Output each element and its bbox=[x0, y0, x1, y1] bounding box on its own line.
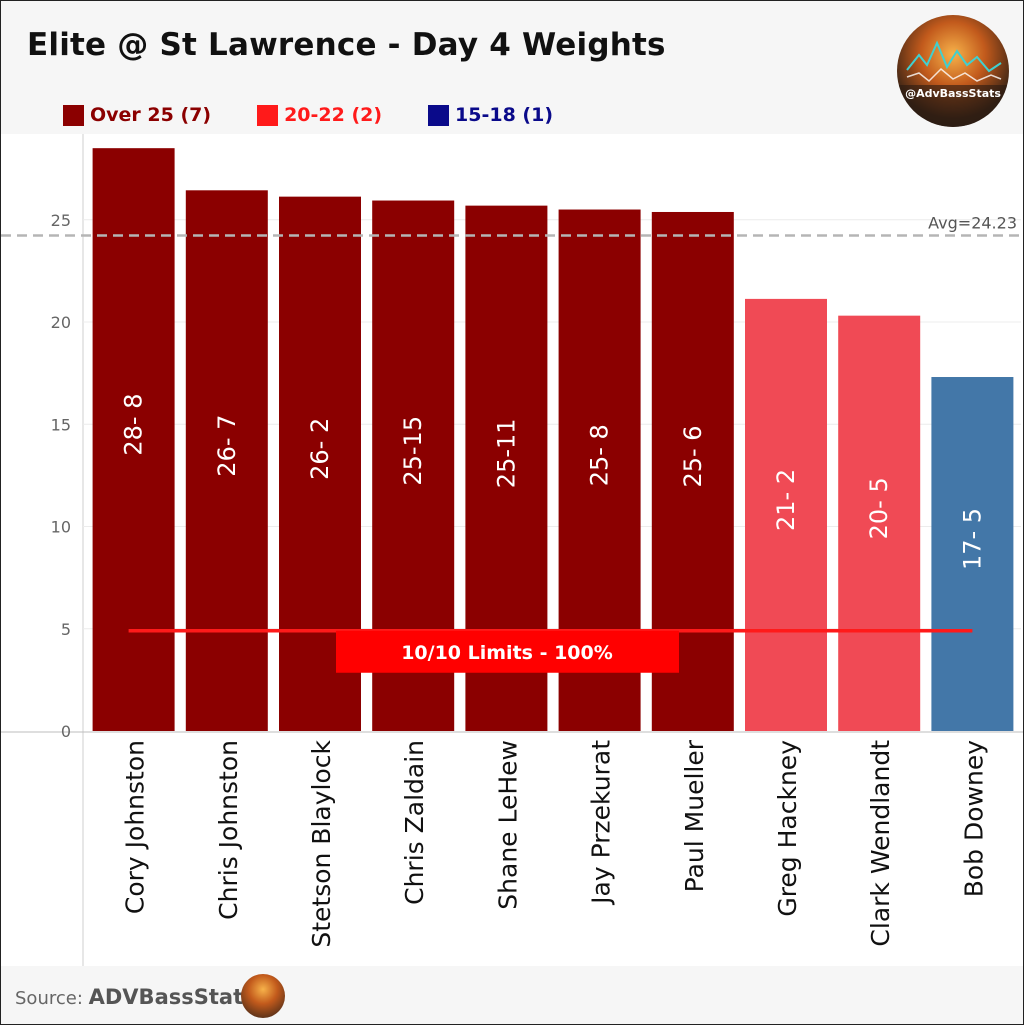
x-category-label: Cory Johnston bbox=[121, 740, 150, 914]
source-line: Source: ADVBassStats bbox=[15, 985, 256, 1009]
bar-value-label: 25-15 bbox=[399, 416, 427, 486]
legend-swatch bbox=[257, 104, 279, 126]
bar-value-label: 25-11 bbox=[492, 418, 520, 488]
average-label: Avg=24.23 bbox=[928, 213, 1017, 232]
bar-value-label: 26- 7 bbox=[213, 415, 241, 477]
logo-handle: @AdvBassStats bbox=[905, 87, 1001, 100]
logo-graphic-icon bbox=[897, 40, 1009, 127]
axis-label-area bbox=[1, 732, 1023, 966]
limits-label: 10/10 Limits - 100% bbox=[401, 642, 613, 664]
legend-item-15-18[interactable]: 15-18 (1) bbox=[428, 104, 553, 126]
legend-swatch bbox=[428, 104, 450, 126]
bar-value-label: 21- 2 bbox=[772, 469, 800, 531]
x-category-label: Bob Downey bbox=[959, 740, 988, 897]
x-category-label: Clark Wendlandt bbox=[866, 740, 895, 947]
x-category-label: Jay Przekurat bbox=[587, 740, 616, 906]
x-category-label: Paul Mueller bbox=[680, 739, 709, 892]
legend-label: 20-22 (2) bbox=[284, 104, 383, 126]
bar-value-label: 20- 5 bbox=[865, 477, 893, 539]
legend: Over 25 (7) 20-22 (2) 15-18 (1) bbox=[63, 104, 553, 126]
limits-box bbox=[336, 630, 679, 673]
bar-value-label: 26- 2 bbox=[306, 418, 334, 480]
bar bbox=[92, 148, 175, 732]
y-tick-label: 0 bbox=[61, 722, 71, 741]
bar-value-label: 28- 8 bbox=[120, 394, 148, 456]
bar bbox=[745, 298, 827, 731]
source-name: ADVBassStats bbox=[88, 985, 256, 1009]
chart-title: Elite @ St Lawrence - Day 4 Weights bbox=[27, 27, 666, 63]
bar bbox=[931, 377, 1014, 731]
x-category-label: Greg Hackney bbox=[773, 740, 802, 917]
legend-label: 15-18 (1) bbox=[455, 104, 553, 126]
bar-value-label: 25- 8 bbox=[586, 424, 614, 486]
bar-chart: 0 5 10 15 20 25 28- 8 Cory Johnston 26- 7 Chris J… bbox=[1, 134, 1023, 966]
legend-swatch bbox=[63, 104, 84, 126]
source-prefix: Source: bbox=[15, 988, 83, 1009]
x-category-label: Stetson Blaylock bbox=[307, 739, 336, 947]
bar-value-label: 17- 5 bbox=[958, 508, 986, 570]
bar bbox=[185, 190, 268, 731]
plot-area: 0 5 10 15 20 25 28- 8 Cory Johnston 26- 7 Chris J… bbox=[1, 134, 1023, 966]
x-category-label: Shane LeHew bbox=[493, 740, 522, 910]
y-tick-label: 20 bbox=[51, 313, 71, 332]
legend-label: Over 25 (7) bbox=[90, 104, 212, 126]
y-tick-label: 15 bbox=[51, 415, 71, 434]
brand-logo: @AdvBassStats bbox=[897, 15, 1009, 127]
y-tick-label: 5 bbox=[61, 620, 71, 639]
bar-value-label: 25- 6 bbox=[679, 425, 707, 487]
legend-item-20-22[interactable]: 20-22 (2) bbox=[257, 104, 382, 126]
x-category-label: Chris Zaldain bbox=[400, 740, 429, 905]
x-category-label: Chris Johnston bbox=[214, 740, 243, 920]
bar bbox=[838, 315, 921, 731]
y-tick-label: 10 bbox=[51, 518, 71, 537]
legend-item-over-25[interactable]: Over 25 (7) bbox=[63, 104, 211, 126]
y-tick-label: 25 bbox=[51, 211, 71, 230]
source-logo-icon bbox=[241, 974, 285, 1018]
